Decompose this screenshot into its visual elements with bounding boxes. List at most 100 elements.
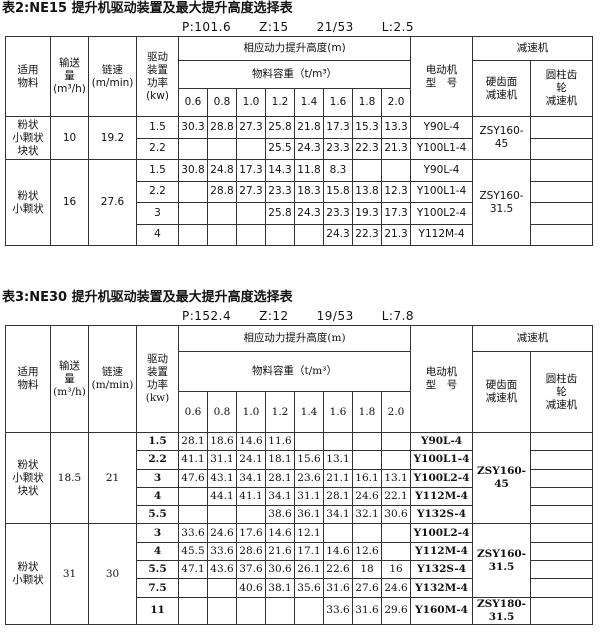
- height-cell: 25.8: [265, 202, 295, 225]
- motor-cell: Y90L-4: [410, 159, 474, 182]
- empty-cell: [530, 523, 594, 543]
- text-line: 轮: [556, 385, 567, 398]
- text-line: 适用: [17, 366, 39, 378]
- empty-cell: [352, 523, 382, 543]
- motor-cell: Y132S-4: [410, 505, 474, 525]
- height-cell: 21.8: [294, 116, 324, 139]
- empty-cell: [530, 202, 594, 225]
- height-cell: 17.3: [323, 116, 353, 139]
- height-cell: 44.1: [207, 486, 237, 507]
- text-line: 物料: [17, 379, 39, 391]
- header-row: 0.6 0.8 1.0 1.2 1.4 1.6 1.8 2.0: [6, 391, 593, 433]
- power-cell: 5.5: [136, 505, 179, 525]
- height-cell: 24.6: [207, 523, 237, 543]
- reducer-cell: ZSY160-45: [472, 116, 532, 160]
- height-cell: 28.1: [265, 468, 295, 488]
- height-cell: 27.3: [236, 116, 266, 139]
- text-line: 物料: [17, 76, 39, 89]
- density-cell: 1.0: [236, 88, 266, 117]
- text-line: 输送: [59, 359, 80, 372]
- motor-cell: Y160M-4: [410, 596, 474, 625]
- density-cell: 1.6: [323, 88, 353, 117]
- power-cell: 3: [136, 523, 179, 543]
- height-cell: 14.3: [265, 159, 295, 182]
- text-line: 型 号: [425, 76, 458, 89]
- text-line: 装置: [147, 366, 168, 378]
- height-cell: 33.6: [178, 523, 208, 543]
- text-line: 小颗状: [12, 202, 44, 215]
- density-cell: 1.4: [294, 88, 324, 117]
- material-cell: 粉状 小颗状: [5, 159, 51, 246]
- height-cell: 43.1: [207, 468, 237, 488]
- height-cell: 15.6: [294, 450, 324, 470]
- header-cell: 适用 物料: [5, 325, 51, 433]
- motor-cell: Y132S-4: [410, 560, 474, 580]
- height-cell: 33.6: [207, 541, 237, 562]
- height-cell: 15.3: [352, 116, 382, 139]
- height-cell: 16: [380, 560, 412, 580]
- height-cell: 22.1: [380, 486, 412, 507]
- height-cell: 21.3: [380, 137, 412, 160]
- density-cell: 2.0: [380, 391, 412, 433]
- height-cell: 30.3: [178, 116, 208, 139]
- empty-cell: [178, 505, 208, 525]
- height-cell: 17.3: [236, 159, 266, 182]
- height-cell: 38.6: [265, 505, 295, 525]
- material-cell: 粉状 小颗状 块状: [5, 116, 51, 160]
- power-cell: 4: [136, 541, 179, 562]
- text-line: 链速: [102, 366, 123, 378]
- header-cell: 适用 物料: [5, 36, 51, 117]
- height-cell: 15.8: [323, 180, 353, 203]
- height-cell: 23.3: [265, 180, 295, 203]
- data-row: 4 44.1 41.1 34.1 31.1 28.1 24.6 22.1 Y112M-4: [6, 486, 594, 507]
- empty-cell: [294, 431, 324, 452]
- height-cell: 16.1: [352, 468, 382, 488]
- text-line: 减速机: [545, 398, 578, 411]
- text-line: 减速机: [545, 95, 578, 107]
- speed-cell: 21: [88, 431, 137, 525]
- motor-cell: Y112M-4: [410, 541, 474, 562]
- header-cell: 输送量 (m³/h): [50, 36, 89, 117]
- height-cell: 17.3: [380, 202, 412, 225]
- motor-cell: Y90L-4: [410, 431, 474, 452]
- height-cell: 29.6: [380, 596, 412, 625]
- empty-cell: [178, 180, 208, 203]
- reducer-cell: ZSY160-31.5: [472, 523, 532, 598]
- text-line: (kw): [146, 89, 169, 102]
- header-cell: 链速 (m/min): [88, 325, 137, 433]
- empty-cell: [265, 223, 295, 246]
- height-cell: 12.6: [352, 541, 382, 562]
- height-cell: 12.3: [380, 180, 412, 203]
- text-line: 小颗状: [12, 471, 44, 484]
- empty-cell: [530, 486, 594, 507]
- text-line: 硬齿面: [485, 75, 518, 88]
- height-cell: 43.6: [207, 560, 237, 580]
- empty-cell: [207, 202, 237, 225]
- height-cell: 28.6: [236, 541, 266, 562]
- empty-cell: [207, 505, 237, 525]
- empty-cell: [207, 596, 237, 625]
- empty-cell: [530, 505, 594, 525]
- height-cell: 25.5: [265, 137, 295, 160]
- reducer-cell: ZSY180-31.5: [472, 596, 532, 625]
- header-cell: 驱动 装置 功率 (kw): [136, 325, 179, 433]
- height-cell: 37.6: [236, 560, 266, 580]
- empty-cell: [178, 578, 208, 598]
- power-cell: 7.5: [136, 578, 179, 598]
- height-cell: 47.6: [178, 468, 208, 488]
- header-cell: 电动机型 号: [410, 325, 474, 433]
- height-cell: 18.6: [207, 431, 237, 452]
- height-cell: 24.6: [380, 578, 412, 598]
- empty-cell: [178, 486, 208, 507]
- data-row: 3 25.8 24.3 23.3 19.3 17.3 Y100L2-4: [6, 202, 594, 225]
- data-row: 4 24.3 22.3 21.3 Y112M-4: [6, 223, 594, 246]
- header-cell: 减速机: [472, 325, 594, 352]
- empty-cell: [380, 523, 412, 543]
- height-cell: 30.8: [178, 159, 208, 182]
- height-cell: 24.1: [236, 450, 266, 470]
- header-row: 0.6 0.8 1.0 1.2 1.4 1.6 1.8 2.0: [6, 88, 593, 117]
- empty-cell: [207, 137, 237, 160]
- height-cell: 11.6: [265, 431, 295, 452]
- motor-cell: Y100L2-4: [410, 523, 474, 543]
- empty-cell: [236, 137, 266, 160]
